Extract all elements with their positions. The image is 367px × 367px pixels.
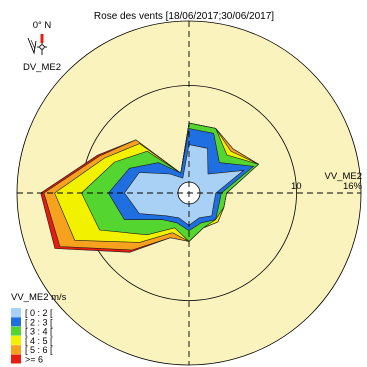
legend-swatch-3: [11, 335, 21, 345]
legend-label-3: [ 4 : 5 [: [25, 336, 53, 346]
legend-swatch-5: [11, 354, 21, 364]
legend: VV_ME2 m/s [ 0 : 2 [[ 2 : 3 [[ 3 : 4 [[ …: [11, 292, 67, 365]
legend-label-4: [ 5 : 6 [: [25, 345, 53, 355]
chart-title: Rose des vents [18/06/2017;30/06/2017]: [94, 11, 274, 22]
north-arrow-icon: [27, 34, 47, 55]
legend-swatch-2: [11, 326, 21, 336]
speed-variable-label: VV_ME2: [325, 171, 363, 182]
legend-label-2: [ 3 : 4 [: [25, 327, 53, 337]
direction-variable-label: DV_ME2: [23, 62, 61, 73]
legend-label-5: >= 6: [25, 355, 43, 365]
ring-label-max: 16%: [343, 181, 363, 192]
legend-title: VV_ME2 m/s: [11, 292, 67, 303]
legend-label-1: [ 2 : 3 [: [25, 317, 53, 327]
legend-swatch-0: [11, 308, 21, 317]
ring-label-10: 10: [291, 181, 302, 192]
north-label: 0° N: [33, 20, 52, 31]
legend-label-0: [ 0 : 2 [: [25, 308, 53, 318]
legend-swatch-1: [11, 317, 21, 327]
legend-swatch-4: [11, 345, 21, 355]
